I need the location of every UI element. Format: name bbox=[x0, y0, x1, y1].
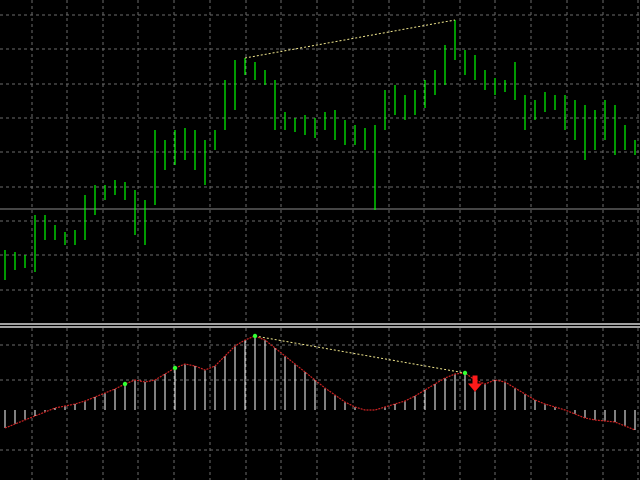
peak-marker bbox=[122, 381, 128, 387]
divergence-line bbox=[244, 19, 456, 59]
peak-marker bbox=[462, 370, 468, 376]
divergence-line bbox=[254, 335, 466, 374]
signal-line bbox=[4, 335, 636, 431]
sell-arrow bbox=[467, 375, 483, 392]
peak-marker bbox=[252, 333, 258, 339]
peak-marker bbox=[172, 365, 178, 371]
